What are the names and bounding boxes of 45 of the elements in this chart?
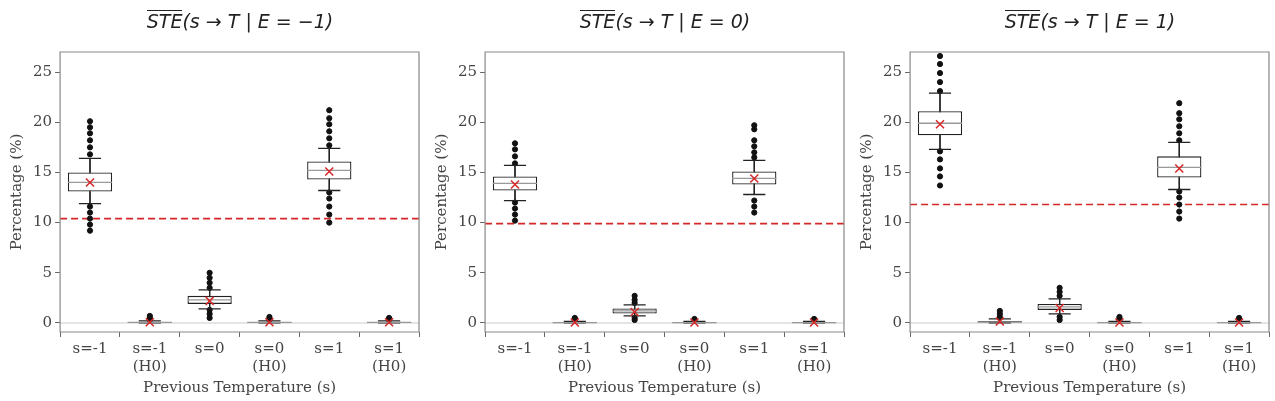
- y-tick-label: 25: [882, 61, 903, 80]
- chart-title: STE(s → T | E = 1): [1003, 10, 1177, 32]
- y-tick-label: 15: [882, 162, 903, 181]
- y-tick-label: 10: [32, 212, 53, 231]
- x-tick-label: s=-1 (H0): [132, 338, 168, 375]
- y-tick-label: 20: [32, 112, 53, 131]
- x-tick-label: s=1 (H0): [1221, 338, 1257, 375]
- x-tick-label: s=0 (H0): [252, 338, 287, 375]
- x-tick-label: s=1: [314, 338, 345, 357]
- y-tick-label: 10: [457, 212, 478, 231]
- y-tick-label: 10: [882, 212, 903, 231]
- x-tick-label: s=0: [1044, 338, 1075, 357]
- x-tick-label: s=0 (H0): [1102, 338, 1137, 375]
- x-axis-title: Previous Temperature (s): [143, 377, 337, 396]
- x-tick-label: s=-1 (H0): [982, 338, 1018, 375]
- y-tick-label: 5: [42, 262, 53, 281]
- y-tick-label: 15: [32, 162, 53, 181]
- y-tick-label: 0: [892, 312, 903, 331]
- y-tick-label: 20: [882, 112, 903, 131]
- x-tick-label: s=-1 (H0): [557, 338, 593, 375]
- chart-title: STE(s → T | E = −1): [145, 10, 335, 32]
- x-tick-label: s=-1: [72, 338, 108, 357]
- x-tick-label: s=-1: [497, 338, 533, 357]
- y-tick-label: 20: [457, 112, 478, 131]
- x-tick-label: s=0 (H0): [677, 338, 712, 375]
- y-tick-label: 25: [32, 61, 53, 80]
- x-tick-label: s=1 (H0): [371, 338, 407, 375]
- y-axis-title: Percentage (%): [6, 133, 25, 251]
- x-tick-label: s=1 (H0): [796, 338, 832, 375]
- y-tick-label: 25: [457, 61, 478, 80]
- x-axis-title: Previous Temperature (s): [568, 377, 762, 396]
- x-tick-label: s=0: [194, 338, 225, 357]
- y-tick-label: 0: [467, 312, 478, 331]
- x-tick-label: s=1: [1164, 338, 1195, 357]
- y-tick-label: 15: [457, 162, 478, 181]
- x-tick-label: s=1: [739, 338, 770, 357]
- x-tick-label: s=-1: [922, 338, 958, 357]
- y-tick-label: 5: [892, 262, 903, 281]
- y-tick-label: 5: [467, 262, 478, 281]
- y-tick-label: 0: [42, 312, 53, 331]
- x-axis-title: Previous Temperature (s): [993, 377, 1187, 396]
- chart-title: STE(s → T | E = 0): [578, 10, 752, 32]
- y-axis-title: Percentage (%): [856, 133, 875, 251]
- x-tick-label: s=0: [619, 338, 650, 357]
- y-axis-title: Percentage (%): [431, 133, 450, 251]
